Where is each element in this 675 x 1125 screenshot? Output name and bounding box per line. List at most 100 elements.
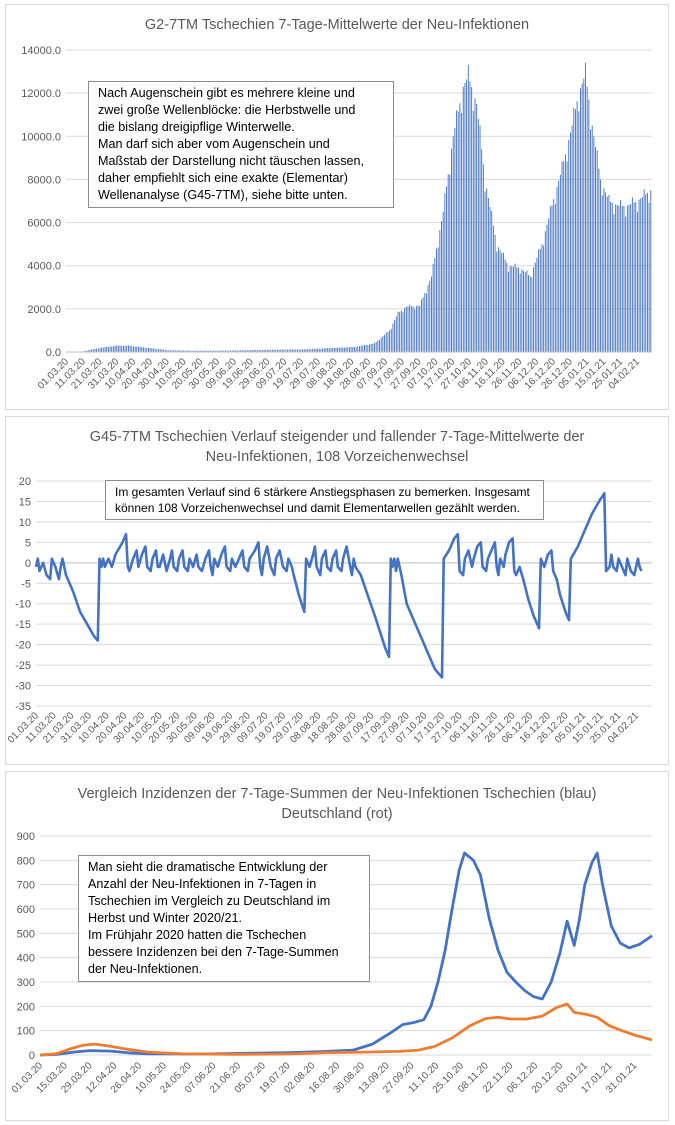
chart1-bar [375,341,377,352]
chart1-bar [506,262,508,352]
chart1-bar [548,218,550,352]
chart1-bar [561,161,563,352]
chart1-bar [223,350,225,352]
chart1-bar [633,202,635,352]
chart1-bar [648,202,650,352]
chart1-y-tick-label: 2000.0 [27,304,61,316]
chart1-bar [630,204,632,352]
chart1-title: G2-7TM Tschechien 7-Tage-Mittelwerte der… [144,17,530,33]
chart1-bar [546,224,548,352]
chart1-bar [151,348,153,352]
chart1-bar [476,103,478,353]
chart1-bar [255,350,257,352]
chart1-bar [143,347,144,352]
chart1-bar [114,345,116,352]
chart1-bar [491,210,493,352]
chart1-bar [104,346,106,352]
chart1-bar [283,349,285,352]
chart1-bar [171,350,173,352]
chart1-bar [144,347,146,352]
chart1-bar [240,350,242,352]
chart1-bar [102,347,104,352]
chart1-bar [385,332,387,352]
chart3-series-line-deutschland [39,1002,653,1057]
chart3-annotation-line: bessere Inzidenzen bei den 7-Tage-Summen [88,945,339,959]
chart1-bar [325,348,327,352]
chart1-bar [521,269,523,352]
chart1-bar [327,348,329,352]
chart1-bar [626,205,628,352]
chart1-bar [369,344,370,352]
chart1-bar [204,350,206,352]
chart1-bar [374,343,375,352]
chart1-bar [529,276,531,352]
chart1-bar [126,345,128,352]
chart1-bar [628,204,630,352]
chart1-bar [643,189,645,352]
chart1-bar [258,349,260,352]
chart1-bar [288,349,290,352]
chart1-bar [273,349,275,352]
chart1-bar [347,347,349,352]
chart1-bar [496,251,498,352]
chart1-bar [618,205,620,352]
chart1-bar [203,350,205,352]
chart3-annotation: Man sieht die dramatische Entwicklung de… [78,855,370,982]
chart1-bar [154,348,156,352]
chart1-bar [502,252,504,352]
chart1-bar [419,305,421,352]
chart1-bar [439,230,441,352]
chart1-bar [456,110,458,353]
chart1-bar [442,211,444,352]
chart1-bar [559,174,561,352]
chart1-bar [437,247,439,352]
chart2-y-tick-label: -15 [15,619,31,631]
chart1-annotation-line: Nach Augenschein gibt es mehrere kleine … [98,86,355,100]
chart1-bar [281,349,283,352]
chart1-bar [191,350,193,352]
chart1-bar [394,320,396,352]
chart1-bar [139,346,141,352]
chart1-bar [112,346,114,352]
chart1-bar [228,350,230,352]
chart1-bar [129,345,131,352]
chart1-bar [317,348,319,352]
chart1-bar [198,350,200,352]
chart1-bar [218,350,220,352]
chart1-y-tick-label: 0.0 [46,347,61,359]
chart1-bar [153,348,154,352]
chart1-bar [308,349,310,352]
chart1-bar [271,349,273,352]
chart1-bar [353,347,355,352]
chart1-bar [593,136,595,352]
chart1-bar [551,205,553,352]
chart1-bar [514,263,516,352]
chart1-bar [523,270,524,352]
chart1-bar [524,272,526,352]
chart1-bar [410,306,412,352]
chart1-bar [513,266,514,352]
chart3-annotation-line: Man sieht die dramatische Entwicklung de… [88,860,328,874]
chart1-bar [519,273,521,352]
chart1-annotation-line: Man darf sich aber vom Augenschein und [98,137,330,151]
chart1-bar [285,349,287,352]
chart1-bar [462,86,464,353]
chart2-y-tick-label: -10 [15,599,31,611]
chart1-bar [263,349,265,352]
chart3-y-tick-label: 100 [17,1026,35,1038]
chart1-bar [417,305,419,352]
chart1-bar [231,350,233,352]
chart1-bar [184,350,186,352]
chart1-bar [343,347,345,352]
chart1-bar [580,88,581,352]
chart1-bar [397,311,399,352]
chart3-y-tick-label: 500 [17,928,35,940]
chart1-bar [564,154,566,352]
chart1-bar [270,349,272,352]
chart1-bar [220,350,221,352]
chart1-bar [611,202,613,352]
chart1-bar [359,346,360,352]
chart1-bar [188,350,190,352]
chart1-bar [504,259,506,352]
chart1-y-tick-label: 10000.0 [21,131,61,143]
